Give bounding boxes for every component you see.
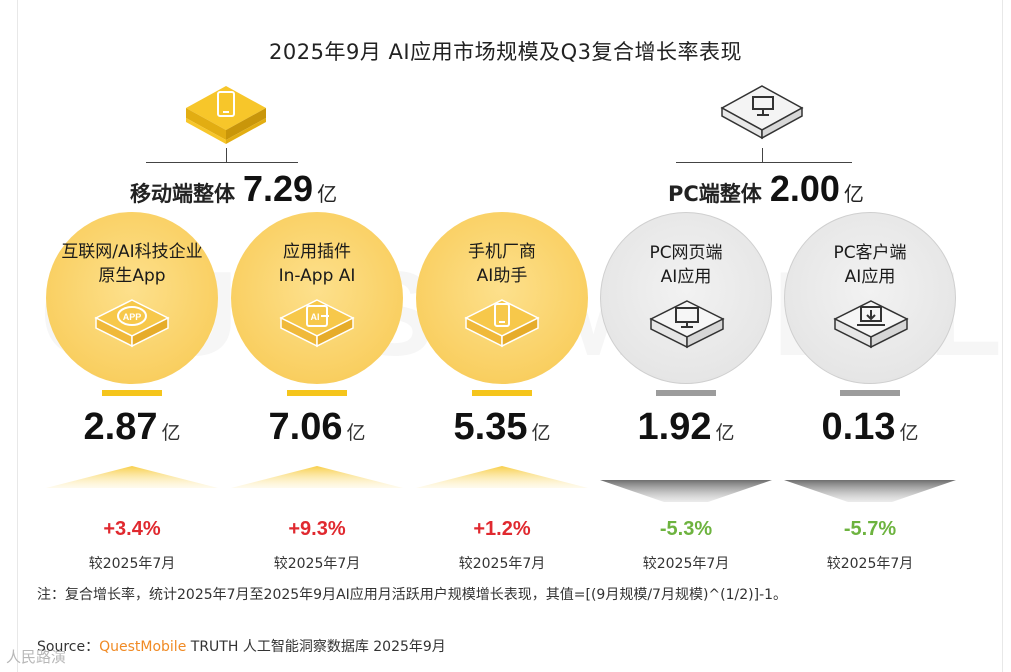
category-label: 互联网/AI科技企业 原生App [46,240,218,288]
category-label: 应用插件 In-App AI [231,240,403,288]
growth-rate: +9.3% [288,518,346,540]
source-brand: QuestMobile [99,639,187,655]
monitor-icon [720,85,804,140]
ai-plugin-icon: AI [279,299,355,348]
category-value: 5.35 亿 [402,406,602,449]
category-circle: 应用插件 In-App AI AI [231,212,403,384]
mobile-bracket [146,162,298,163]
category-label-line2: AI应用 [660,267,712,287]
category-bar [287,390,347,396]
value-unit: 亿 [346,422,366,444]
category-label-line2: AI应用 [844,267,896,287]
chart-title: 2025年9月 AI应用市场规模及Q3复合增长率表现 [269,40,742,64]
category-circle: PC网页端 AI应用 [600,212,772,384]
down-arrow [784,480,956,502]
group-unit: 亿 [317,182,338,206]
chart-frame [17,0,1003,672]
monitor-icon [649,300,725,349]
value-number: 2.87 [83,406,158,448]
app-icon: APP [94,299,170,348]
source-prefix: Source： [37,639,100,655]
group-value: 2.00 [769,168,840,209]
category-value: 2.87 亿 [32,406,232,449]
value-number: 0.13 [821,406,896,448]
group-value: 7.29 [243,168,314,209]
category-label-line1: 互联网/AI科技企业 [61,242,203,262]
svg-text:AI: AI [311,312,320,322]
category-label-line1: 应用插件 [283,242,351,262]
compare-label: 较2025年7月 [88,556,176,572]
category-label: PC客户端 AI应用 [785,241,955,289]
connector-line [226,148,227,162]
group-label: PC端整体 [668,182,762,206]
footnote: 注：复合增长率，统计2025年7月至2025年9月AI应用月活跃用户规模增长表现… [37,587,788,603]
laptop-download-icon [833,300,909,349]
category-circle: 互联网/AI科技企业 原生App APP [46,212,218,384]
connector-line [762,148,763,162]
down-arrow [600,480,772,502]
group-unit: 亿 [843,182,864,206]
compare-label: 较2025年7月 [826,556,914,572]
value-unit: 亿 [899,422,919,444]
corner-watermark: 人民路演 [6,648,67,666]
smartphone-icon [186,86,266,144]
up-arrow [231,466,403,488]
compare-label: 较2025年7月 [273,556,361,572]
category-bar [656,390,716,396]
category-bar [102,390,162,396]
growth-rate: -5.7% [843,518,897,540]
value-number: 5.35 [453,406,528,448]
category-label: 手机厂商 AI助手 [416,240,588,288]
category-label-line1: PC客户端 [833,243,907,263]
compare-label: 较2025年7月 [642,556,730,572]
pc-total: PC端整体 2.00 亿 [668,168,864,210]
category-label: PC网页端 AI应用 [601,241,771,289]
category-label-line2: In-App AI [278,266,356,286]
category-label-line2: AI助手 [476,266,528,286]
up-arrow [416,466,588,488]
growth-rate: -5.3% [659,518,713,540]
category-label-line1: PC网页端 [649,243,723,263]
value-number: 7.06 [268,406,343,448]
category-bar [472,390,532,396]
pc-bracket [676,162,852,163]
source-line: Source：QuestMobile TRUTH 人工智能洞察数据库 2025年… [37,636,446,656]
growth-rate: +3.4% [103,518,161,540]
category-circle: PC客户端 AI应用 [784,212,956,384]
value-number: 1.92 [637,406,712,448]
growth-rate: +1.2% [473,518,531,540]
svg-text:APP: APP [123,312,142,322]
category-value: 1.92 亿 [586,406,786,449]
value-unit: 亿 [531,422,551,444]
mobile-total: 移动端整体 7.29 亿 [130,168,337,210]
phone-icon [464,299,540,348]
value-unit: 亿 [161,422,181,444]
group-label: 移动端整体 [130,182,235,206]
category-label-line2: 原生App [98,266,166,286]
compare-label: 较2025年7月 [458,556,546,572]
value-unit: 亿 [715,422,735,444]
category-label-line1: 手机厂商 [468,242,536,262]
category-value: 7.06 亿 [217,406,417,449]
category-circle: 手机厂商 AI助手 [416,212,588,384]
category-bar [840,390,900,396]
up-arrow [46,466,218,488]
source-rest: TRUTH 人工智能洞察数据库 2025年9月 [186,639,446,655]
category-value: 0.13 亿 [770,406,970,449]
